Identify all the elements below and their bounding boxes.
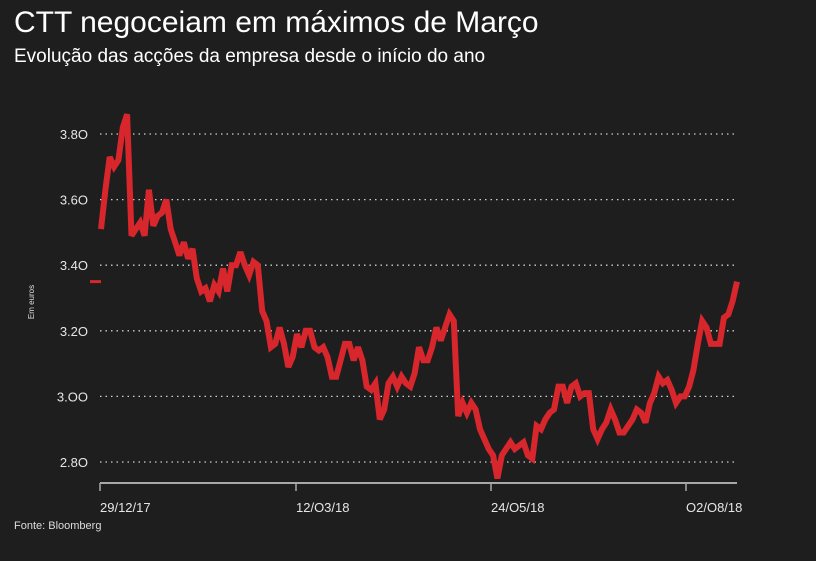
- x-tick-label: 12/O3/18: [296, 500, 350, 515]
- x-tick-label: O2/O8/18: [686, 500, 742, 515]
- chart-title: CTT negoceiam em máximos de Março: [14, 6, 539, 39]
- y-tick-label: 2.8O: [60, 455, 88, 470]
- chart-subtitle: Evolução das acções da empresa desde o i…: [14, 46, 486, 67]
- y-tick-label: 3.8O: [60, 127, 88, 142]
- y-axis-label: Em euros: [27, 285, 36, 319]
- y-tick-label: 3.4O: [60, 258, 88, 273]
- y-tick-label: 3.OO: [57, 389, 88, 404]
- series-line-ctt: [98, 113, 740, 479]
- x-tick-label: 29/12/17: [100, 500, 151, 515]
- source-note: Fonte: Bloomberg: [14, 520, 102, 532]
- y-tick-label: 3.2O: [60, 324, 88, 339]
- x-tick-label: 24/O5/18: [491, 500, 545, 515]
- y-tick-label: 3.6O: [60, 193, 88, 208]
